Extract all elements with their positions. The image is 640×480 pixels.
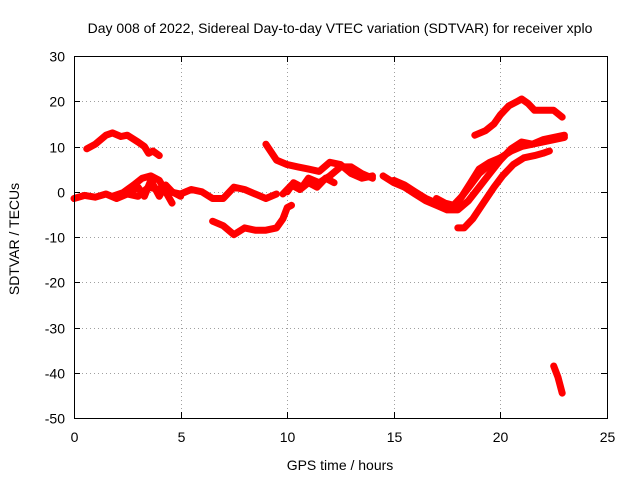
x-tick-label: 0	[71, 429, 79, 445]
series-track-k	[454, 147, 553, 232]
y-axis-label: SDTVAR / TECUs	[6, 183, 22, 295]
x-tick-label: 25	[600, 429, 616, 445]
series-track-e	[209, 201, 295, 239]
y-tick-label: -20	[45, 275, 65, 291]
y-tick-label: 0	[57, 185, 65, 201]
tick-layer: 0 5 10 15 20 25 -50 -40 -30 -20 -10 0 10 20 30	[45, 49, 616, 446]
y-tick-label: -50	[45, 411, 65, 427]
chart-title: Day 008 of 2022, Sidereal Day-to-day VTE…	[88, 20, 593, 36]
x-tick-label: 15	[387, 429, 403, 445]
x-tick-label: 5	[178, 429, 186, 445]
grid-layer	[74, 56, 607, 418]
x-tick-label: 10	[280, 429, 296, 445]
y-tick-label: 10	[49, 140, 65, 156]
x-axis-label: GPS time / hours	[287, 457, 394, 473]
series-track-d	[123, 176, 185, 200]
y-tick-label: -10	[45, 230, 65, 246]
series-layer	[70, 95, 568, 397]
series-track-f	[262, 140, 376, 182]
x-tick-label: 20	[493, 429, 509, 445]
series-track-l	[432, 154, 504, 209]
series-track-m	[471, 95, 566, 139]
y-tick-label: 30	[49, 49, 65, 65]
y-tick-label: -40	[45, 366, 65, 382]
series-track-a	[83, 129, 163, 160]
y-tick-label: -30	[45, 321, 65, 337]
series-track-n	[550, 362, 566, 397]
y-tick-label: 20	[49, 94, 65, 110]
series-track-h	[279, 174, 338, 198]
